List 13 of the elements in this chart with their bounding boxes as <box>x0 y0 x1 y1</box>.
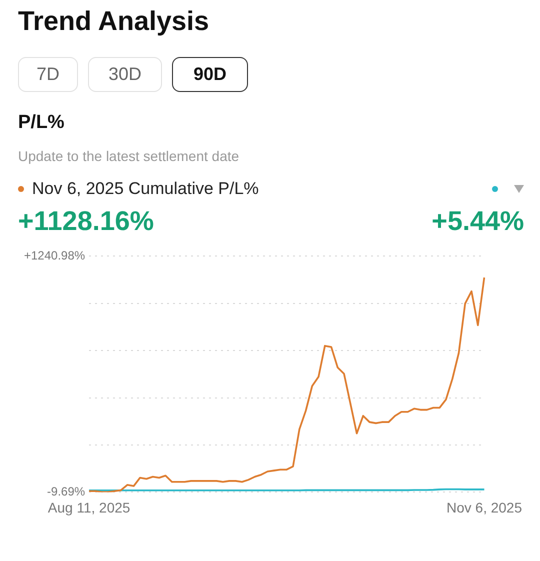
y-tick-label: -9.69% <box>47 484 86 499</box>
text: +1128.16% <box>18 206 154 237</box>
x-tick-label: Aug 11, 2025 <box>48 499 130 516</box>
chart-title: Trend Analysis <box>18 6 210 37</box>
legend-label: Nov 6, 2025 Cumulative P/L% <box>32 179 259 199</box>
text: 90D <box>172 57 248 92</box>
text: 30D <box>88 57 162 92</box>
x-tick-label: Nov 6, 2025 <box>446 499 522 516</box>
chart-subtitle: P/L% <box>18 112 66 134</box>
text: Update to the latest settlement date <box>18 148 240 164</box>
text: +5.44% <box>432 206 524 237</box>
y-tick-label: +1240.98% <box>24 248 86 263</box>
text: 7D <box>18 57 78 92</box>
